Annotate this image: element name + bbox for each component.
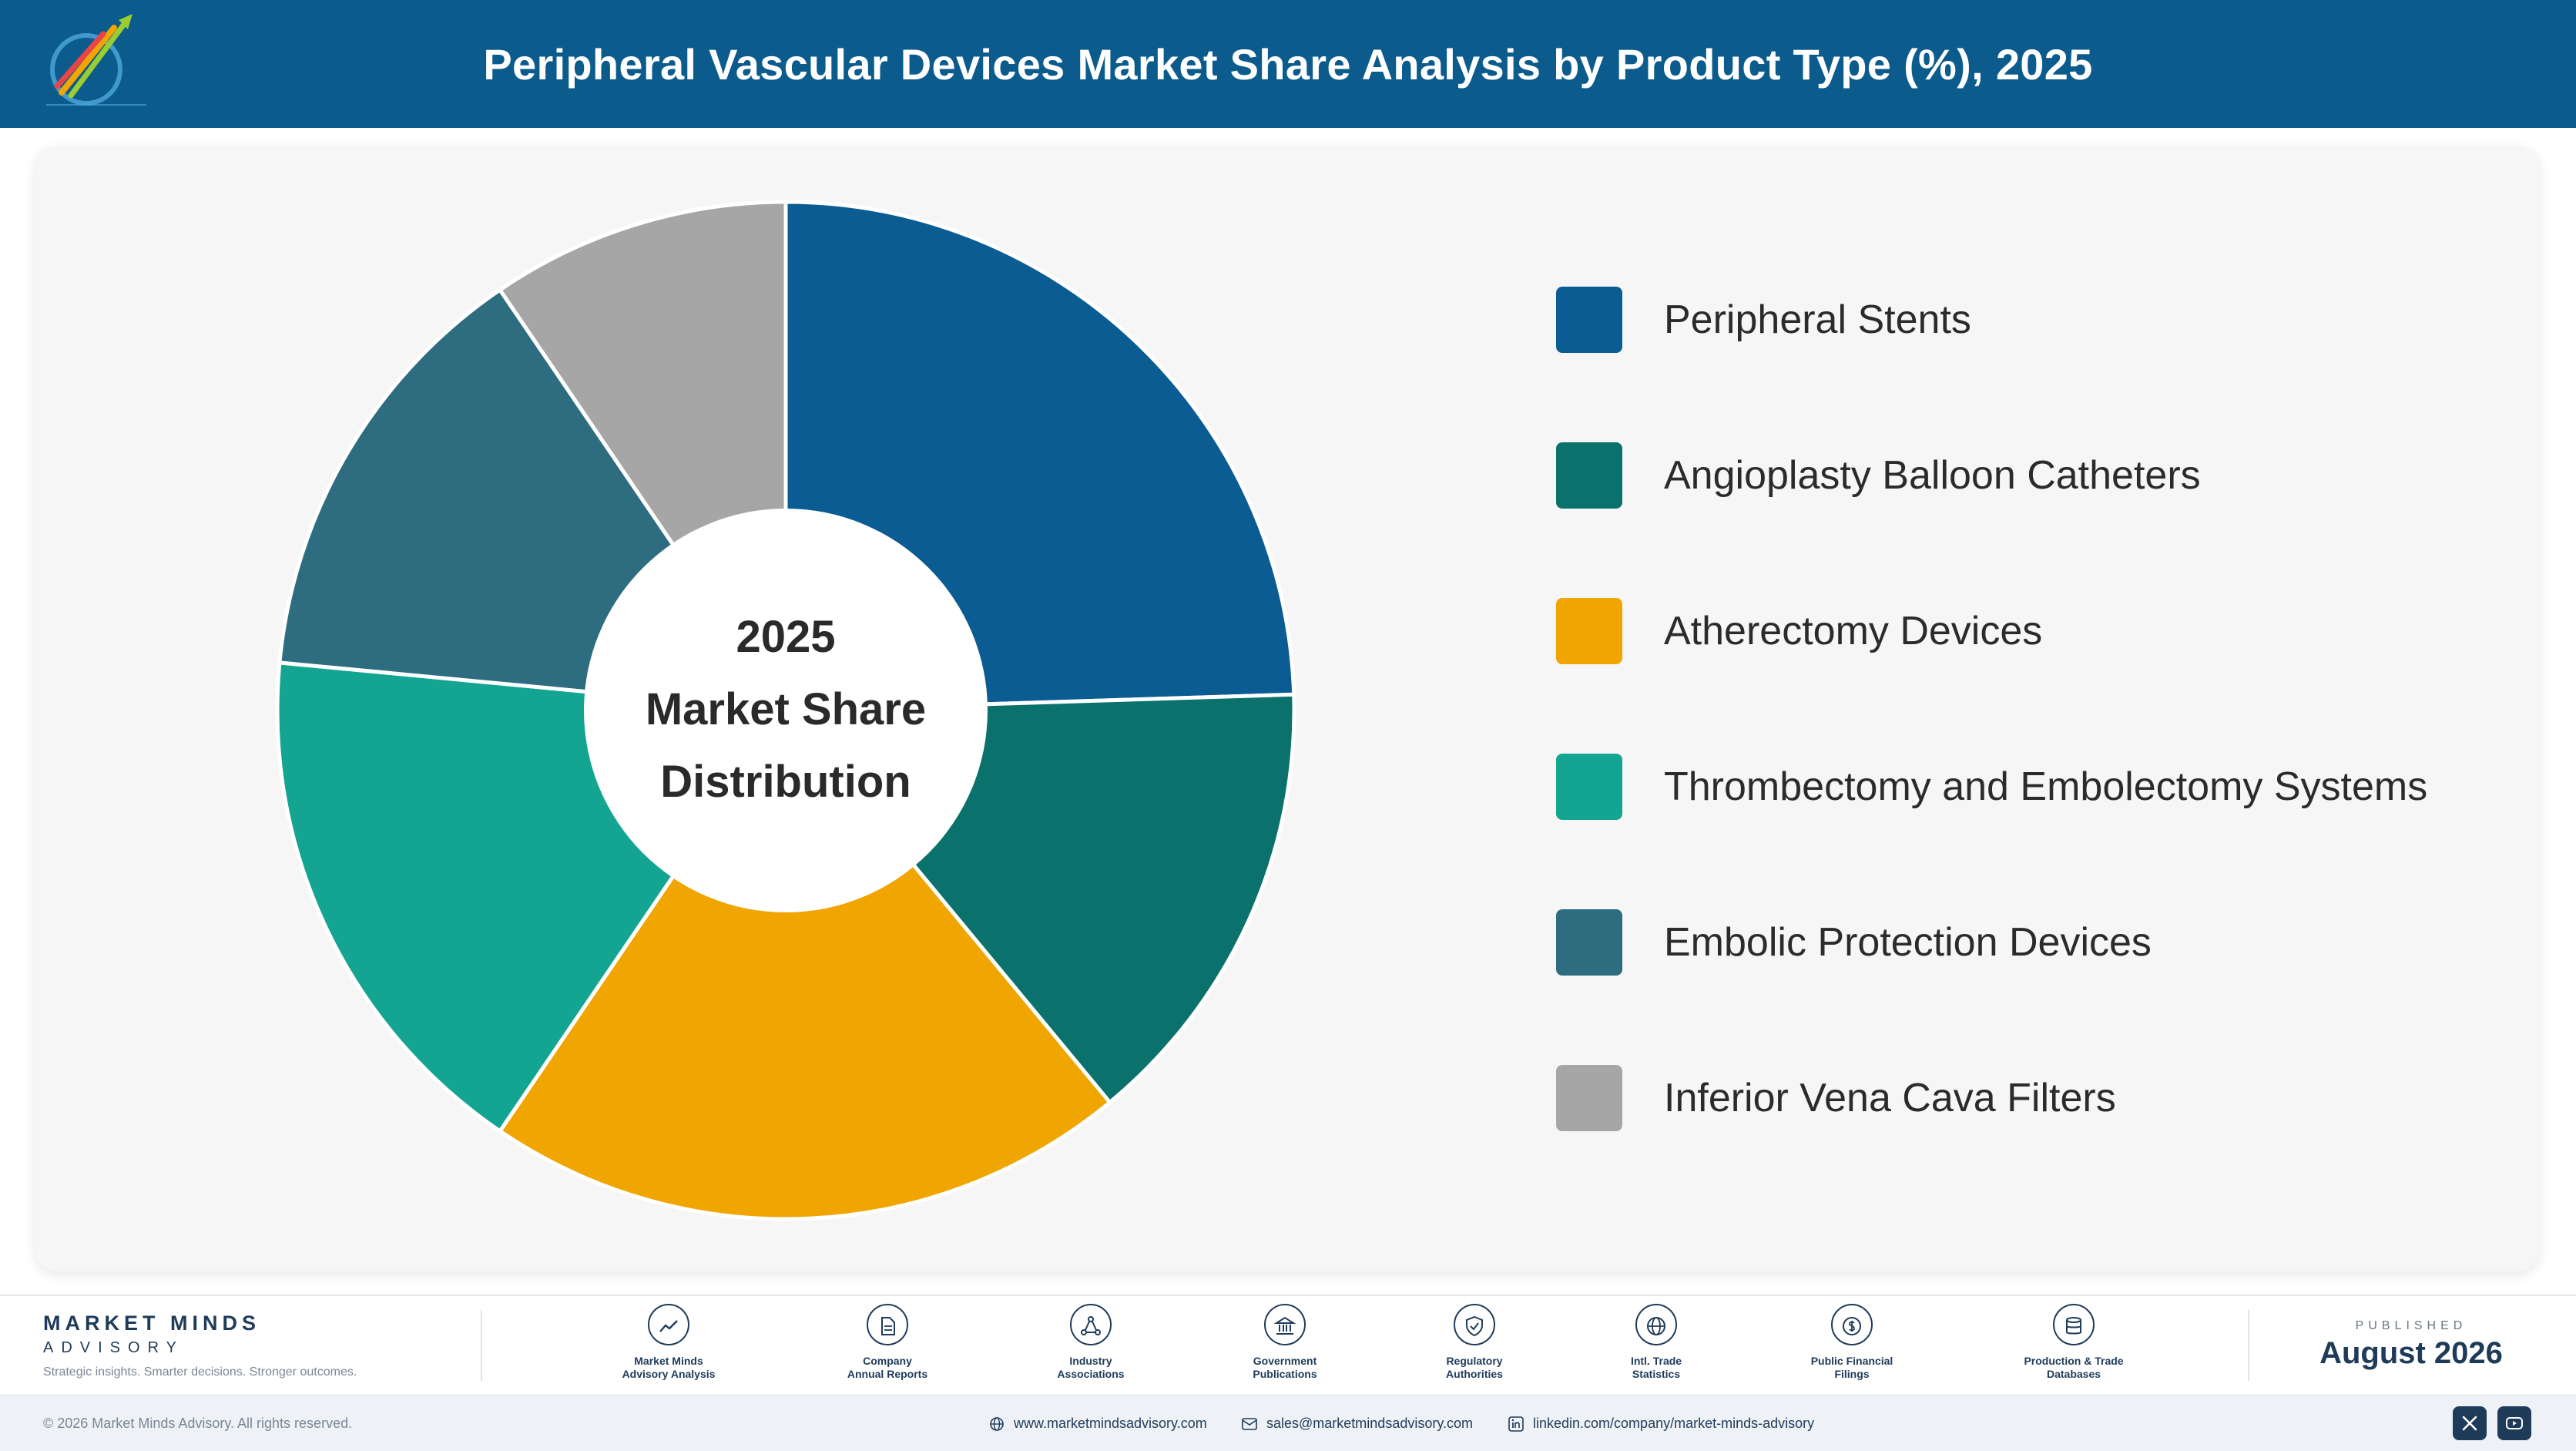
data-source-item: Market Minds Advisory Analysis	[592, 1304, 746, 1381]
footer-divider	[481, 1310, 482, 1381]
website-text: www.marketmindsadvisory.com	[1014, 1416, 1207, 1431]
legend-label: Thrombectomy and Embolectomy Systems	[1664, 764, 2428, 809]
pie-slice-atherectomy-devices[interactable]	[497, 707, 1113, 1221]
pie-center-label: 2025 Market Share Distribution	[585, 601, 986, 818]
footer-brand-name: MARKET MINDS	[43, 1312, 260, 1335]
legend-swatch	[1556, 754, 1622, 820]
footer-sources-bar: MARKET MINDS ADVISORY Strategic insights…	[0, 1295, 2576, 1396]
data-source-label: Regulatory Authorities	[1446, 1355, 1503, 1380]
chart-line-icon	[648, 1304, 689, 1345]
legend-item[interactable]: Peripheral Stents	[1556, 287, 2511, 353]
linkedin-icon	[1508, 1416, 1524, 1433]
shield-check-icon	[1454, 1304, 1495, 1345]
x-social-button[interactable]	[2453, 1406, 2487, 1440]
legend-label: Peripheral Stents	[1664, 297, 1971, 342]
data-source-label: Industry Associations	[1057, 1355, 1125, 1380]
youtube-social-button[interactable]	[2497, 1406, 2531, 1440]
website-link[interactable]: www.marketmindsadvisory.com	[989, 1396, 1207, 1451]
header-bar: Peripheral Vascular Devices Market Share…	[0, 0, 2576, 128]
copyright-text: © 2026 Market Minds Advisory. All rights…	[43, 1416, 353, 1431]
data-source-item: Company Annual Reports	[810, 1304, 964, 1381]
data-source-label: Production & Trade Databases	[2024, 1355, 2124, 1380]
data-source-item: Intl. Trade Statistics	[1579, 1304, 1733, 1381]
published-date: August 2026	[2319, 1336, 2503, 1370]
legend-label: Embolic Protection Devices	[1664, 920, 2152, 965]
footer-divider	[2248, 1310, 2249, 1381]
government-building-icon	[1264, 1304, 1306, 1345]
globe-icon	[1635, 1304, 1677, 1345]
pie-chart	[277, 202, 1294, 1221]
email-text: sales@marketmindsadvisory.com	[1266, 1416, 1474, 1431]
legend-label: Inferior Vena Cava Filters	[1664, 1076, 2116, 1120]
legend-swatch	[1556, 909, 1622, 976]
data-source-label: Market Minds Advisory Analysis	[622, 1355, 716, 1380]
legend-item[interactable]: Thrombectomy and Embolectomy Systems	[1556, 754, 2511, 820]
legend-swatch	[1556, 598, 1622, 664]
published-label: PUBLISHED	[2355, 1319, 2467, 1332]
page-title: Peripheral Vascular Devices Market Share…	[483, 39, 2093, 89]
legend-item[interactable]: Angioplasty Balloon Catheters	[1556, 442, 2511, 509]
legend-swatch	[1556, 287, 1622, 353]
donut-hole	[584, 509, 988, 912]
data-source-item: Government Publications	[1208, 1304, 1362, 1381]
database-icon	[2053, 1304, 2095, 1345]
legend-swatch	[1556, 1065, 1622, 1131]
data-source-label: Intl. Trade Statistics	[1630, 1355, 1682, 1380]
legend-swatch	[1556, 442, 1622, 509]
network-icon	[1070, 1304, 1112, 1345]
x-icon	[2462, 1416, 2477, 1431]
youtube-icon	[2506, 1417, 2523, 1429]
center-label-line-3: Distribution	[660, 757, 911, 807]
data-source-item: Public Financial Filings	[1775, 1304, 1929, 1381]
legend-item[interactable]: Atherectomy Devices	[1556, 598, 2511, 664]
globe-icon	[990, 1417, 1004, 1432]
data-source-item: Regulatory Authorities	[1397, 1304, 1551, 1381]
footer-brand-tagline: Strategic insights. Smarter decisions. S…	[43, 1365, 357, 1379]
legend-item[interactable]: Inferior Vena Cava Filters	[1556, 1065, 2511, 1131]
email-link[interactable]: sales@marketmindsadvisory.com	[1242, 1396, 1473, 1451]
legend-label: Angioplasty Balloon Catheters	[1664, 453, 2201, 498]
footer-contact-bar: © 2026 Market Minds Advisory. All rights…	[0, 1395, 2576, 1451]
company-logo	[39, 6, 154, 122]
center-label-year: 2025	[736, 612, 836, 662]
coin-icon	[1831, 1304, 1873, 1345]
center-label-line-2: Market Share	[645, 684, 927, 734]
data-source-item: Production & Trade Databases	[1997, 1304, 2151, 1381]
data-source-label: Company Annual Reports	[847, 1355, 928, 1380]
legend-item[interactable]: Embolic Protection Devices	[1556, 909, 2511, 976]
mail-icon	[1242, 1418, 1257, 1431]
footer-brand-sub: ADVISORY	[43, 1339, 184, 1356]
linkedin-link[interactable]: linkedin.com/company/market-minds-adviso…	[1508, 1396, 1814, 1451]
linkedin-text: linkedin.com/company/market-minds-adviso…	[1533, 1416, 1815, 1431]
data-source-item: Industry Associations	[1014, 1304, 1168, 1381]
data-source-label: Government Publications	[1253, 1355, 1317, 1380]
data-source-label: Public Financial Filings	[1810, 1355, 1893, 1380]
legend-label: Atherectomy Devices	[1664, 609, 2043, 653]
document-icon	[867, 1304, 908, 1345]
